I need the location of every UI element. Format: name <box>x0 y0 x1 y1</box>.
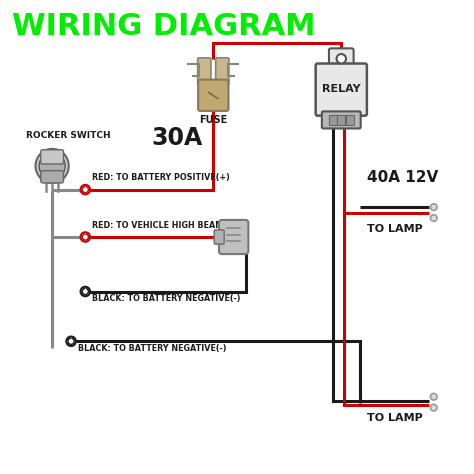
Text: WIRING DIAGRAM: WIRING DIAGRAM <box>12 12 316 41</box>
Text: 30A: 30A <box>152 126 203 150</box>
Circle shape <box>430 404 437 411</box>
FancyBboxPatch shape <box>322 111 361 128</box>
Circle shape <box>337 54 346 64</box>
FancyBboxPatch shape <box>329 48 354 69</box>
FancyBboxPatch shape <box>198 80 228 111</box>
Text: RELAY: RELAY <box>322 84 361 94</box>
FancyBboxPatch shape <box>41 171 64 183</box>
Circle shape <box>81 287 90 296</box>
Text: BLACK: TO BATTERY NEGATIVE(-): BLACK: TO BATTERY NEGATIVE(-) <box>78 344 227 353</box>
FancyBboxPatch shape <box>219 220 248 254</box>
FancyBboxPatch shape <box>337 115 345 125</box>
Circle shape <box>430 204 437 210</box>
FancyBboxPatch shape <box>329 115 337 125</box>
Text: TO LAMP: TO LAMP <box>367 224 423 234</box>
Text: BLACK: TO BATTERY NEGATIVE(-): BLACK: TO BATTERY NEGATIVE(-) <box>92 294 241 303</box>
FancyBboxPatch shape <box>198 58 211 84</box>
Ellipse shape <box>39 152 65 180</box>
Circle shape <box>66 337 76 346</box>
Circle shape <box>81 185 90 194</box>
Text: RED: TO BATTERY POSITIVE(+): RED: TO BATTERY POSITIVE(+) <box>92 173 230 182</box>
Circle shape <box>430 393 437 400</box>
Text: FUSE: FUSE <box>199 115 228 125</box>
FancyBboxPatch shape <box>346 115 354 125</box>
Text: TO LAMP: TO LAMP <box>367 413 423 423</box>
Ellipse shape <box>36 149 69 183</box>
FancyBboxPatch shape <box>214 230 224 244</box>
FancyBboxPatch shape <box>216 58 229 84</box>
Circle shape <box>430 215 437 221</box>
Text: ROCKER SWITCH: ROCKER SWITCH <box>26 131 111 140</box>
FancyBboxPatch shape <box>41 150 64 164</box>
Circle shape <box>81 232 90 242</box>
Text: 40A 12V: 40A 12V <box>367 170 438 185</box>
FancyBboxPatch shape <box>316 64 367 116</box>
Text: RED: TO VEHICLE HIGH BEAM(+): RED: TO VEHICLE HIGH BEAM(+) <box>92 221 238 230</box>
